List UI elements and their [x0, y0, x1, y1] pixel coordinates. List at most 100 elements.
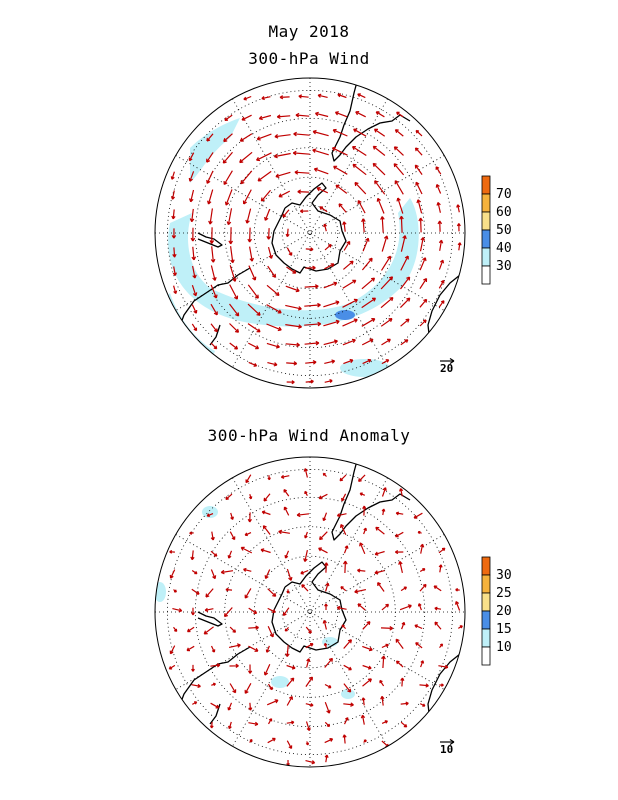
- wind-vector: [172, 247, 177, 258]
- wind-vector: [342, 279, 357, 289]
- wind-vector: [211, 682, 216, 686]
- wind-vector: [244, 683, 252, 694]
- wind-vector: [417, 603, 422, 611]
- colorbar: 30 40 50 60 70: [481, 175, 512, 285]
- wind-vector: [419, 683, 429, 688]
- wind-vector: [394, 129, 404, 137]
- wind-vector: [343, 358, 354, 365]
- wind-vector: [223, 607, 233, 618]
- wind-vector: [456, 223, 461, 232]
- wind-vector: [191, 285, 198, 297]
- wind-vector: [210, 303, 218, 316]
- wind-vector: [457, 625, 463, 629]
- wind-vector: [190, 227, 196, 242]
- wind-vector: [229, 342, 239, 350]
- colorbar-tick-label: 20: [496, 604, 512, 619]
- wind-vector: [361, 297, 377, 309]
- reference-vector: 10: [440, 738, 455, 756]
- wind-vector: [414, 624, 423, 630]
- wind-vector: [209, 721, 214, 729]
- wind-vector: [206, 152, 214, 163]
- wind-speed-shading: [160, 118, 419, 377]
- wind-vector: [266, 228, 272, 240]
- wind-vector: [361, 218, 366, 233]
- wind-vector: [204, 607, 214, 612]
- wind-vector: [274, 134, 291, 139]
- wind-vector: [192, 701, 198, 705]
- wind-vector: [188, 152, 195, 162]
- wind-vector: [245, 208, 252, 224]
- wind-vector: [339, 474, 347, 482]
- wind-vector: [415, 642, 423, 649]
- wind-map-panel: 30 40 50 60 70 20: [154, 77, 512, 389]
- wind-vector: [239, 151, 253, 164]
- wind-vector: [261, 510, 271, 516]
- wind-vector: [355, 111, 366, 118]
- wind-vector: [438, 259, 445, 270]
- wind-vector: [256, 133, 272, 141]
- wind-vector: [322, 512, 328, 522]
- wind-vector: [286, 677, 295, 687]
- wind-vector: [171, 228, 177, 239]
- coastline: [427, 274, 461, 344]
- wind-vector: [334, 111, 348, 118]
- wind-vector: [342, 318, 358, 327]
- colorbar-swatch: [481, 229, 491, 249]
- wind-vector: [210, 531, 215, 541]
- coastline: [271, 182, 347, 274]
- wind-vector: [267, 607, 276, 613]
- wind-vector: [257, 170, 272, 182]
- wind-vector: [229, 663, 239, 669]
- wind-vector: [260, 548, 271, 554]
- wind-vector: [188, 171, 195, 182]
- wind-vector: [186, 645, 195, 652]
- wind-vector: [191, 588, 200, 595]
- wind-vector: [267, 737, 276, 744]
- wind-vector: [362, 621, 371, 630]
- wind-vector: [331, 146, 348, 156]
- wind-vector: [286, 568, 293, 581]
- wind-vector: [192, 265, 197, 279]
- wind-vector: [189, 208, 195, 223]
- wind-vector: [284, 550, 290, 559]
- wind-vector: [323, 300, 340, 308]
- wind-vector: [295, 112, 310, 118]
- coastline: [209, 324, 221, 346]
- wind-vector: [244, 588, 252, 599]
- wind-vector: [264, 569, 271, 579]
- wind-vector: [324, 754, 329, 763]
- wind-vector: [324, 738, 334, 744]
- wind-vector: [438, 279, 445, 289]
- wind-vector: [394, 549, 404, 555]
- wind-vector: [324, 379, 333, 384]
- anomaly-patch: [341, 689, 355, 699]
- wind-vector: [358, 474, 366, 482]
- panel2-title: 300-hPa Wind Anomaly: [207, 426, 411, 445]
- wind-vector: [381, 487, 387, 497]
- wind-vector: [419, 319, 427, 327]
- wind-vector: [304, 321, 322, 327]
- colorbar-swatch: [481, 646, 491, 666]
- wind-vector: [210, 246, 216, 263]
- latitude-circle: [253, 555, 367, 669]
- wind-vector: [420, 660, 425, 668]
- lat-lon-grid: [155, 457, 465, 767]
- wind-vector: [210, 550, 218, 557]
- wind-vector: [229, 323, 240, 333]
- wind-vector: [305, 741, 310, 746]
- wind-vector: [399, 215, 404, 233]
- wind-vector: [360, 714, 366, 725]
- wind-vector: [275, 171, 291, 179]
- wind-vector: [438, 300, 445, 308]
- wind-vector: [381, 720, 388, 724]
- wind-vector: [189, 531, 194, 535]
- wind-vector: [381, 359, 390, 365]
- wind-vector: [248, 361, 258, 367]
- wind-vector: [381, 235, 389, 252]
- wind-vector: [224, 189, 233, 206]
- wind-vector: [336, 605, 347, 611]
- wind-vector: [362, 678, 372, 687]
- wind-vector: [324, 657, 333, 668]
- wind-vector: [362, 664, 372, 670]
